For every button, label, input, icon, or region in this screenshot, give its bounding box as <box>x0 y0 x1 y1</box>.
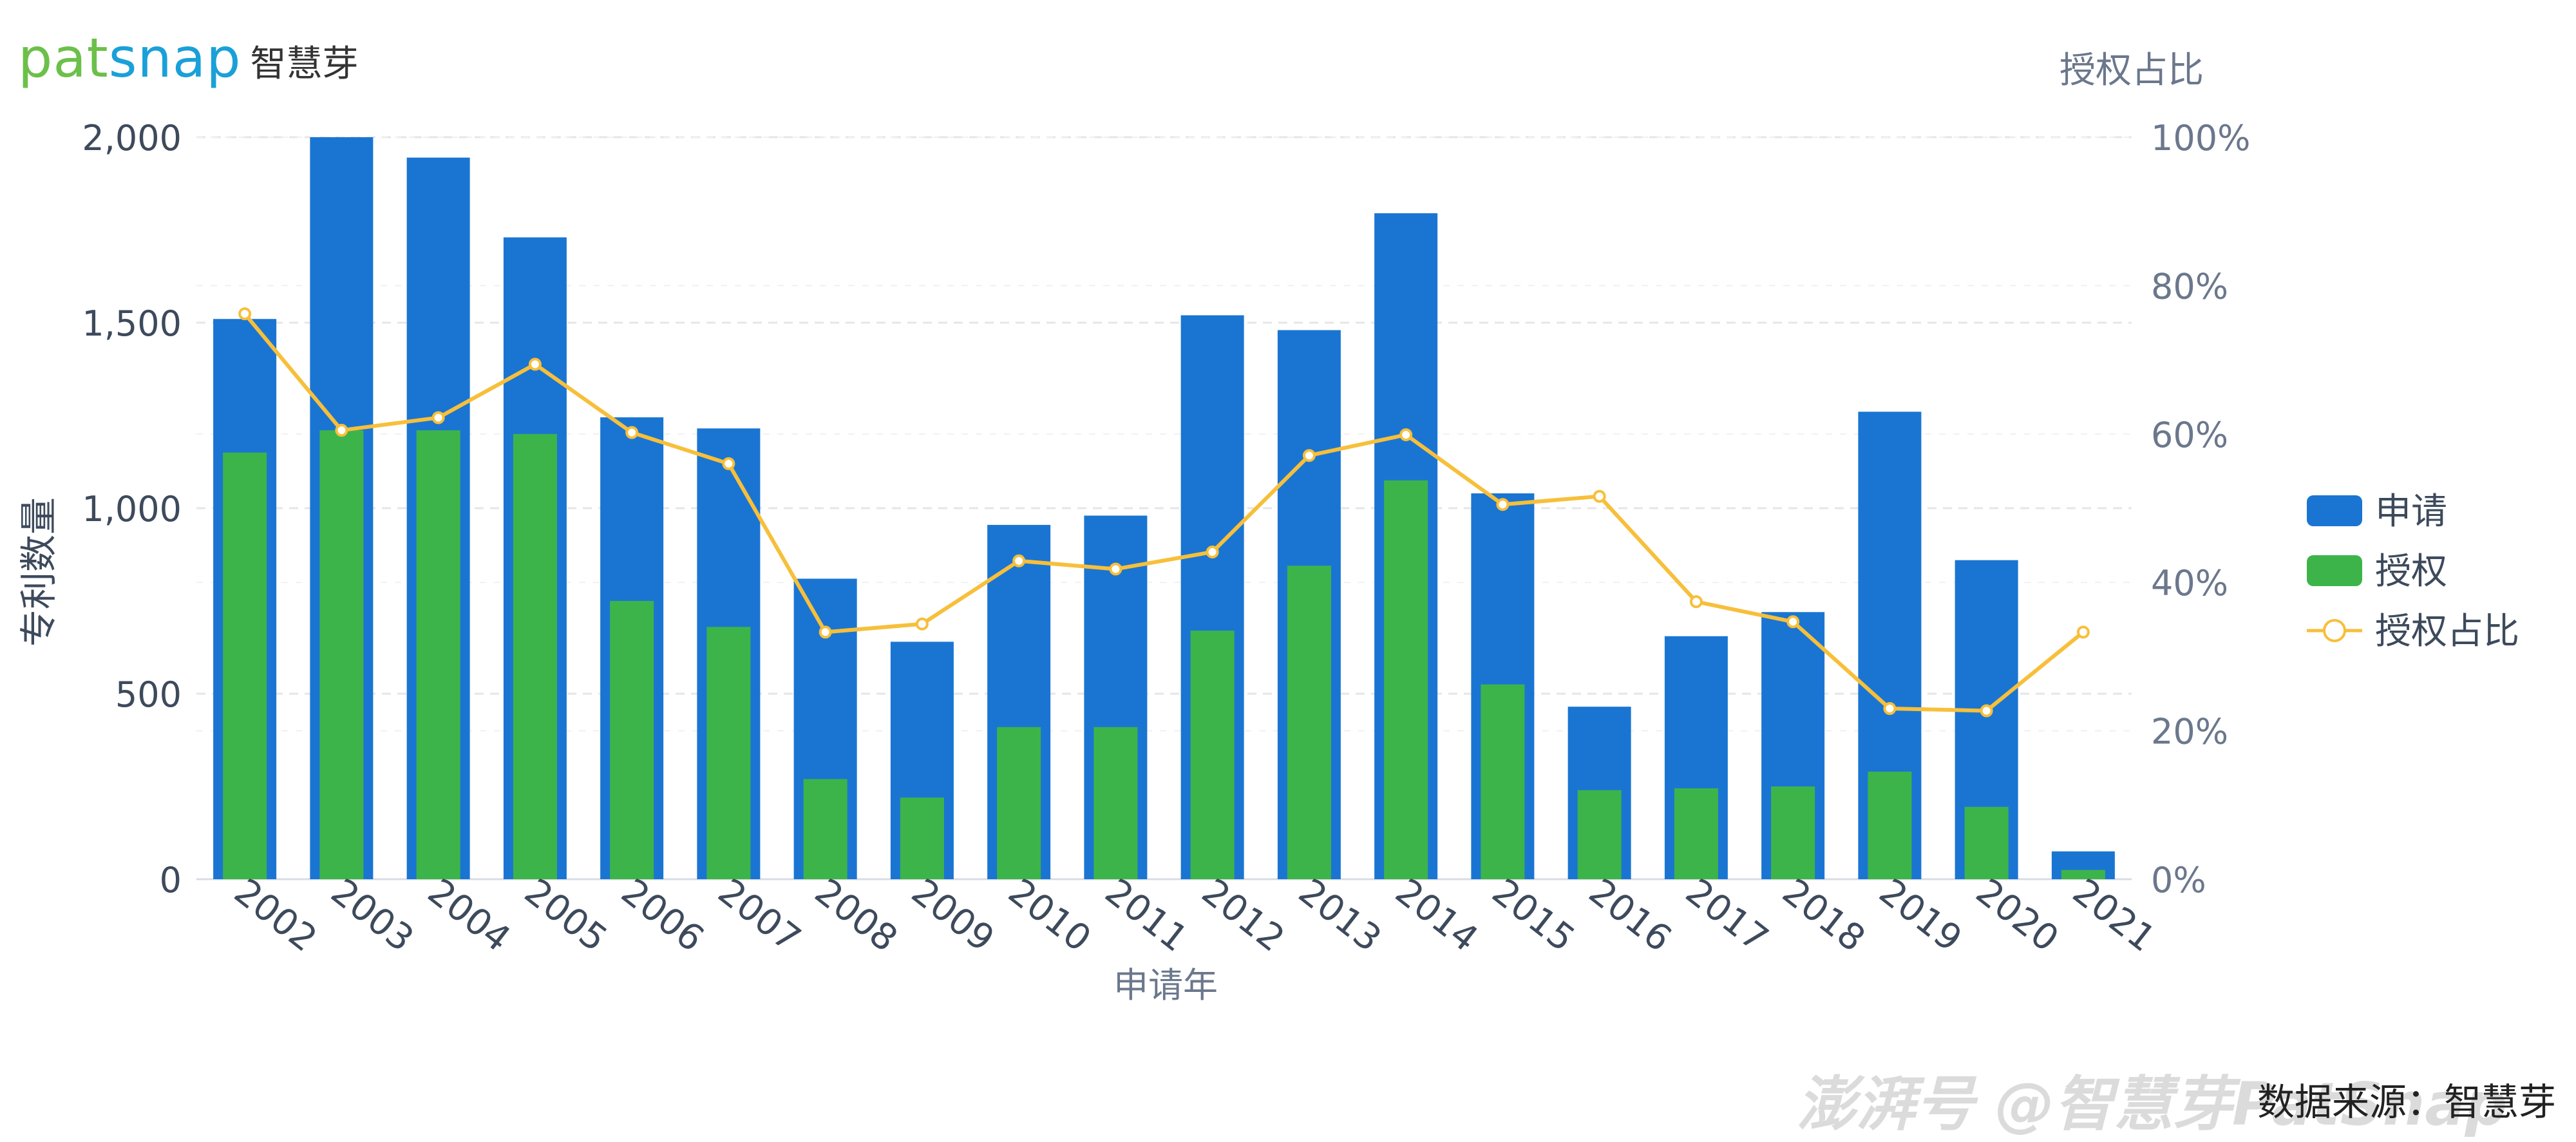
ratio-point-2004 <box>431 411 445 424</box>
grid-lines <box>196 136 2132 880</box>
ratio-point-2008 <box>819 625 832 639</box>
y-tick-label: 1,000 <box>82 489 182 529</box>
y2-tick-label: 100% <box>2151 118 2250 158</box>
bar-grant-2007 <box>706 627 751 879</box>
y-tick-label: 1,500 <box>82 303 182 344</box>
x-axis: 2002200320042005200620072008200920102011… <box>227 871 2163 960</box>
bar-grant-2003 <box>319 430 364 879</box>
bar-grant-2019 <box>1868 771 1912 879</box>
x-tick-label: 2010 <box>1001 871 1099 960</box>
y2-tick-label: 20% <box>2151 712 2228 752</box>
bar-grant-2010 <box>997 727 1041 879</box>
bar-grant-2004 <box>416 430 460 879</box>
series-ratio-line <box>238 307 2090 718</box>
bar-grant-2008 <box>803 779 848 879</box>
y2-tick-label: 0% <box>2151 860 2206 900</box>
x-tick-label: 2005 <box>516 871 614 960</box>
ratio-point-2006 <box>625 426 639 439</box>
ratio-point-2009 <box>915 617 929 631</box>
x-tick-label: 2015 <box>1484 871 1582 960</box>
x-tick-label: 2012 <box>1194 871 1292 960</box>
logo-snap: snap <box>108 26 242 90</box>
ratio-point-2003 <box>335 424 348 437</box>
y2-tick-label: 80% <box>2151 266 2228 307</box>
bar-grant-2015 <box>1481 684 1525 879</box>
ratio-point-2017 <box>1689 595 1703 609</box>
bar-grant-2005 <box>513 433 557 879</box>
legend-label: 授权 <box>2375 551 2447 593</box>
x-tick-label: 2016 <box>1581 871 1679 960</box>
legend-label: 授权占比 <box>2375 611 2519 652</box>
x-tick-label: 2018 <box>1775 871 1873 960</box>
ratio-point-2015 <box>1496 498 1510 511</box>
y2-tick-label: 60% <box>2151 415 2228 455</box>
ratio-point-2007 <box>722 457 735 470</box>
legend-label: 申请 <box>2375 491 2447 533</box>
x-tick-label: 2003 <box>323 871 421 960</box>
bar-grant-2006 <box>610 601 654 879</box>
ratio-point-2010 <box>1012 554 1026 567</box>
y-tick-label: 500 <box>115 674 182 715</box>
x-tick-label: 2002 <box>227 871 325 960</box>
ratio-point-2014 <box>1399 428 1413 441</box>
bar-grant-2017 <box>1674 788 1718 879</box>
legend-marker-ratio <box>2323 619 2346 642</box>
ratio-point-2012 <box>1206 545 1219 558</box>
series-grant-bars <box>223 430 2105 879</box>
bar-grant-2012 <box>1190 631 1235 879</box>
logo-chinese-name: 智慧芽 <box>250 43 359 85</box>
logo-pat: pat <box>18 26 109 90</box>
y-axis-title: 专利数量 <box>17 497 61 647</box>
ratio-point-2011 <box>1109 562 1122 576</box>
x-tick-label: 2019 <box>1871 871 1969 960</box>
x-tick-label: 2009 <box>904 871 1001 960</box>
y-tick-label: 2,000 <box>82 118 182 158</box>
bar-grant-2002 <box>223 452 267 879</box>
x-axis-title: 申请年 <box>1113 965 1218 1005</box>
ratio-point-2019 <box>1883 702 1897 716</box>
y-axis-left: 0 500 1,000 1,500 2,000 <box>82 118 182 900</box>
patsnap-logo: patsnap 智慧芽 <box>18 19 359 97</box>
ratio-point-2005 <box>528 357 542 371</box>
ratio-point-2016 <box>1593 490 1606 503</box>
source-note: 数据来源：智慧芽 <box>2257 1080 2557 1124</box>
bar-grant-2014 <box>1384 480 1428 879</box>
x-tick-label: 2006 <box>614 871 712 960</box>
x-tick-label: 2020 <box>1968 871 2066 960</box>
y-axis-right: 0% 20% 40% 60% 80% 100% <box>2151 118 2250 900</box>
watermark: 澎湃号 @智慧芽PatSnap <box>1797 1070 2508 1139</box>
x-tick-label: 2011 <box>1097 871 1195 960</box>
ratio-point-2013 <box>1302 449 1316 462</box>
y2-tick-label: 40% <box>2151 563 2228 604</box>
y-tick-label: 0 <box>160 860 182 900</box>
bar-grant-2021 <box>2061 870 2105 879</box>
ratio-point-2021 <box>2076 625 2090 639</box>
ratio-point-2020 <box>1980 704 1993 718</box>
logo-wordmark: patsnap <box>18 26 242 90</box>
bar-grant-2013 <box>1287 566 1331 879</box>
ratio-point-2002 <box>238 307 252 321</box>
legend-swatch-apply <box>2307 495 2362 526</box>
legend-swatch-grant <box>2307 555 2362 586</box>
ratio-point-2018 <box>1786 615 1800 629</box>
x-tick-label: 2008 <box>807 871 905 960</box>
ratio-line-path <box>243 312 2085 713</box>
y2-axis-title: 授权占比 <box>2060 50 2204 91</box>
x-tick-label: 2007 <box>710 871 808 960</box>
bar-grant-2016 <box>1577 790 1622 879</box>
bar-grant-2018 <box>1771 786 1815 879</box>
x-tick-label: 2017 <box>1678 871 1776 960</box>
x-tick-label: 2004 <box>420 871 518 960</box>
bar-grant-2009 <box>900 797 944 879</box>
bar-grant-2011 <box>1094 727 1138 879</box>
x-tick-label: 2014 <box>1388 871 1486 960</box>
x-tick-label: 2021 <box>2065 871 2163 960</box>
x-tick-label: 2013 <box>1291 871 1388 960</box>
bar-grant-2020 <box>1964 806 2009 879</box>
